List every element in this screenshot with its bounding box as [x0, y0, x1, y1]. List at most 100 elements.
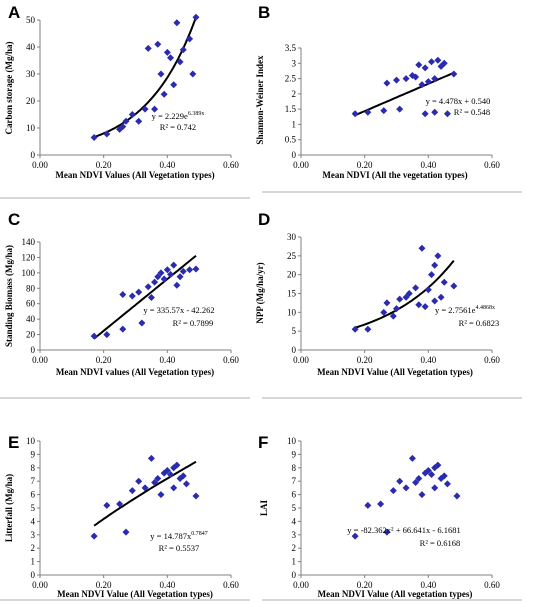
y-tick-label: 4 — [292, 516, 297, 526]
y-tick-label: 40 — [26, 42, 36, 52]
y-tick-label: 3 — [292, 530, 297, 540]
data-point — [412, 73, 420, 81]
r-squared-label: R² = 0.6823 — [459, 318, 500, 328]
data-point — [147, 294, 155, 302]
data-point — [90, 133, 98, 141]
data-point — [421, 303, 429, 311]
data-point — [437, 293, 445, 301]
data-point — [408, 454, 416, 462]
data-point — [186, 35, 194, 43]
y-tick-label: 10 — [26, 123, 36, 133]
data-point — [396, 295, 404, 303]
y-tick-label: 1.5 — [285, 104, 297, 114]
r-squared-label: R² = 0.742 — [160, 122, 196, 132]
data-point — [186, 266, 194, 274]
data-point — [103, 130, 111, 138]
y-tick-label: 6 — [292, 490, 297, 500]
r-squared-label: R² = 0.5537 — [159, 543, 200, 553]
data-point — [154, 273, 162, 281]
y-tick-label: 3.5 — [285, 43, 297, 53]
y-tick-label: 1 — [31, 557, 36, 567]
x-tick-label: 0.20 — [96, 355, 112, 365]
y-tick-label: 9 — [292, 449, 297, 459]
data-point — [128, 111, 136, 118]
data-point — [380, 107, 388, 115]
data-point — [393, 76, 400, 84]
y-axis-title: Carbon storage (Mg/ha) — [4, 42, 14, 135]
y-tick-label: 5 — [292, 326, 297, 336]
y-tick-label: 8 — [31, 463, 36, 473]
panel-letter: A — [8, 3, 20, 22]
data-point — [160, 90, 168, 98]
data-point — [431, 108, 439, 116]
data-point — [103, 501, 111, 509]
trend-equation: y = 2.229e6.389x — [152, 111, 205, 121]
data-point — [119, 325, 127, 333]
y-tick-label: 7 — [31, 476, 36, 486]
y-tick-label: 30 — [26, 69, 36, 79]
y-tick-label: 50 — [26, 15, 36, 25]
data-point — [434, 56, 442, 64]
data-point — [424, 466, 432, 474]
x-axis-title: Mean NDVI Value (All Vegetation types) — [57, 589, 213, 599]
data-point — [135, 288, 143, 296]
y-tick-label: 0.5 — [285, 135, 297, 145]
data-point — [440, 472, 448, 480]
data-point — [116, 125, 124, 133]
trend-equation: y = 2.7561e4.4868x — [435, 305, 495, 315]
panel-letter: E — [8, 433, 19, 452]
x-tick-label: 0.60 — [484, 580, 500, 590]
y-tick-label: 25 — [287, 251, 297, 261]
panel-letter: C — [8, 210, 20, 229]
y-tick-label: 8 — [292, 463, 297, 473]
x-axis-title: Mean NDVI Value (All Vegetation types) — [317, 367, 473, 377]
data-point — [424, 286, 432, 294]
y-tick-label: 120 — [22, 252, 36, 262]
data-point — [428, 58, 436, 66]
data-point — [122, 117, 130, 125]
r-squared-label: R² = 0.6168 — [420, 538, 461, 548]
trend-line — [93, 460, 197, 527]
data-point — [167, 54, 175, 62]
trend-equation: y = 335.57x - 42.262 — [143, 305, 214, 315]
trend-line — [93, 255, 197, 340]
x-tick-label: 0.00 — [32, 580, 48, 590]
trend-line — [354, 259, 455, 329]
data-point — [364, 325, 372, 333]
data-point — [431, 484, 439, 492]
data-point — [421, 110, 429, 118]
data-point — [377, 500, 385, 508]
data-point — [151, 278, 159, 286]
y-tick-label: 1 — [292, 119, 297, 129]
data-point — [415, 301, 423, 309]
x-tick-label: 0.00 — [32, 160, 48, 170]
data-point — [116, 500, 124, 508]
data-point — [396, 105, 404, 113]
data-point — [122, 528, 130, 536]
x-axis-title: Mean NDVI (All the vegetation types) — [322, 170, 467, 180]
y-tick-label: 100 — [22, 268, 36, 278]
x-tick-label: 0.20 — [357, 580, 373, 590]
data-point — [154, 40, 162, 48]
y-tick-label: 1 — [292, 557, 297, 567]
data-point — [351, 532, 359, 540]
y-axis-title: Litterfall (Mg/ha) — [4, 474, 14, 542]
y-tick-label: 2 — [31, 543, 36, 553]
y-tick-label: 7 — [292, 476, 297, 486]
y-tick-label: 10 — [287, 307, 297, 317]
data-point — [412, 479, 420, 487]
y-tick-label: 0 — [31, 345, 36, 355]
data-point — [179, 472, 187, 480]
data-point — [443, 110, 451, 118]
x-tick-label: 0.40 — [420, 160, 436, 170]
data-point — [179, 267, 187, 275]
panel-letter: F — [258, 433, 268, 452]
data-point — [383, 299, 391, 307]
y-tick-label: 0 — [292, 345, 297, 355]
data-point — [141, 105, 149, 113]
data-point — [144, 44, 152, 52]
data-point — [453, 492, 461, 500]
y-tick-label: 2.5 — [285, 74, 297, 84]
data-point — [119, 290, 127, 298]
data-point — [167, 270, 175, 278]
